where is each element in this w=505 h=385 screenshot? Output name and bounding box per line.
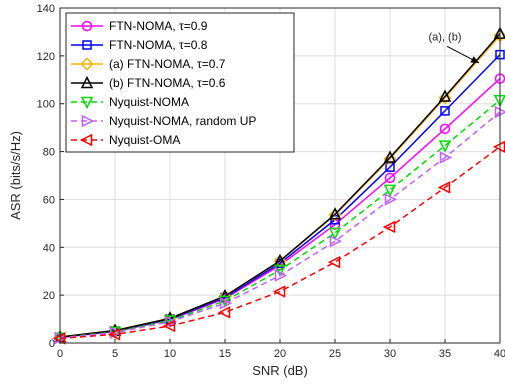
marker-triangle-right [439, 151, 453, 164]
legend-entry: Nyquist-NOMA [71, 95, 189, 110]
marker-triangle-right [81, 114, 95, 128]
series-4 [53, 26, 505, 343]
marker-triangle-down [328, 227, 342, 241]
marker-diamond [438, 91, 452, 105]
legend-entry: Nyquist-OMA [71, 133, 180, 147]
legend: FTN-NOMA, τ=0.9 FTN-NOMA, τ=0.8 (a) FTN-NO… [65, 12, 295, 153]
marker-diamond [80, 57, 94, 71]
series-line [59, 33, 501, 338]
marker-diamond [328, 208, 342, 222]
marker-triangle-down [80, 96, 94, 110]
y-tick-label: 140 [37, 3, 55, 15]
x-tick-label: 30 [384, 348, 396, 360]
x-tick-label: 20 [274, 348, 286, 360]
marker-diamond [273, 254, 287, 268]
marker-triangle-right [274, 269, 288, 282]
marker-triangle-right [329, 235, 343, 248]
marker-triangle-up [383, 150, 397, 163]
marker-triangle-down [273, 264, 287, 278]
legend-entry: Nyquist-NOMA, random UP [71, 114, 256, 128]
marker-triangle-left [79, 133, 93, 147]
x-tick-label: 10 [164, 348, 176, 360]
y-tick-label: 40 [43, 242, 55, 254]
marker-square [82, 40, 92, 50]
y-axis-label: ASR (bits/s/Hz) [8, 131, 23, 220]
axis-ticks: 0 5 10 15 20 25 30 35 40 0 20 40 60 80 100 120 140 [37, 3, 505, 360]
y-tick-label: 60 [43, 194, 55, 206]
x-axis-label: SNR (dB) [252, 363, 308, 378]
annotation-layer: (a), (b) [429, 31, 480, 64]
x-tick-label: 40 [494, 348, 505, 360]
y-tick-label: 80 [43, 147, 55, 159]
x-tick-label: 25 [329, 348, 341, 360]
marker-square [440, 106, 450, 116]
marker-circle [81, 20, 93, 32]
legend-box [65, 12, 295, 153]
x-tick-label: 35 [439, 348, 451, 360]
y-tick-label: 100 [37, 99, 55, 111]
y-tick-label: 0 [49, 338, 55, 350]
marker-triangle-down [438, 140, 452, 153]
marker-triangle-down [383, 184, 397, 198]
marker-triangle-left [437, 181, 451, 194]
marker-circle [439, 123, 451, 135]
marker-triangle-right [384, 193, 398, 206]
x-tick-label: 5 [112, 348, 118, 360]
marker-square [385, 162, 395, 172]
x-tick-label: 15 [219, 348, 231, 360]
legend-label: Nyquist-OMA [109, 133, 180, 147]
annotation-arrow-head [470, 56, 480, 64]
marker-triangle-left [382, 220, 396, 234]
marker-circle [384, 172, 396, 184]
marker-triangle-right [109, 326, 123, 339]
legend-label: (b) FTN-NOMA, τ=0.6 [109, 76, 226, 90]
legend-label: FTN-NOMA, τ=0.9 [109, 19, 208, 33]
series-line [59, 146, 501, 340]
marker-triangle-right [219, 297, 233, 310]
legend-entry: FTN-NOMA, τ=0.8 [71, 38, 208, 52]
legend-label: Nyquist-NOMA, random UP [109, 114, 256, 128]
legend-entry: (b) FTN-NOMA, τ=0.6 [71, 75, 226, 90]
legend-label: (a) FTN-NOMA, τ=0.7 [109, 57, 226, 71]
marker-triangle-left [327, 255, 341, 269]
series-line [59, 99, 501, 339]
annotation-text: (a), (b) [429, 31, 462, 43]
marker-triangle-left [107, 328, 121, 341]
marker-triangle-left [217, 306, 231, 319]
legend-label: FTN-NOMA, τ=0.8 [109, 38, 208, 52]
y-tick-label: 20 [43, 290, 55, 302]
series-line [59, 111, 501, 339]
legend-entry: (a) FTN-NOMA, τ=0.7 [71, 57, 226, 71]
legend-entry: FTN-NOMA, τ=0.9 [71, 19, 208, 33]
marker-triangle-left [272, 285, 286, 298]
marker-triangle-up [328, 207, 342, 220]
annotation: (a), (b) [429, 31, 480, 64]
marker-triangle-left [162, 319, 176, 333]
marker-triangle-up [80, 75, 94, 89]
y-tick-label: 120 [37, 51, 55, 63]
legend-label: Nyquist-NOMA [109, 95, 189, 109]
marker-triangle-up [438, 89, 452, 102]
x-tick-label: 0 [57, 348, 63, 360]
marker-diamond [383, 152, 397, 166]
marker-triangle-right [164, 315, 178, 328]
